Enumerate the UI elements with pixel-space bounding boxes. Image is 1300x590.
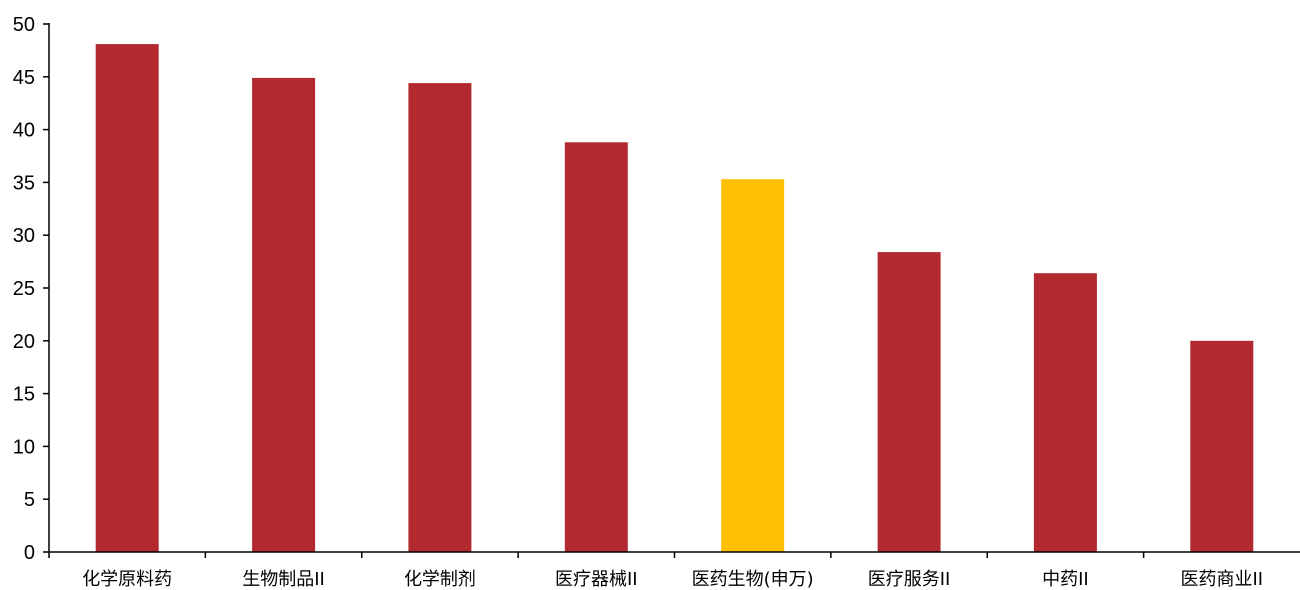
bar-5 [877, 252, 941, 552]
bar-3 [564, 142, 628, 553]
x-category-label-0: 化学原料药 [82, 569, 172, 590]
x-category-label-7: 医药商业II [1181, 569, 1264, 590]
axes-layer [43, 23, 1300, 558]
bar-6 [1033, 273, 1097, 552]
y-tick-label-2: 10 [13, 436, 35, 458]
x-category-label-1: 生物制品II [242, 569, 325, 590]
y-tick-label-10: 50 [13, 14, 35, 36]
y-tick-label-6: 30 [13, 225, 35, 247]
x-category-label-3: 医疗器械II [555, 569, 638, 590]
bar-7 [1190, 340, 1254, 552]
bars-layer [95, 44, 1254, 553]
bar-1 [252, 77, 316, 553]
bar-2 [408, 83, 472, 552]
y-tick-label-9: 45 [13, 67, 35, 89]
y-tick-label-5: 25 [13, 278, 35, 300]
bar-0 [95, 44, 159, 552]
x-category-label-2: 化学制剂 [404, 569, 476, 590]
y-tick-label-7: 35 [13, 172, 35, 194]
x-category-label-6: 中药II [1042, 569, 1089, 590]
y-tick-label-0: 0 [24, 542, 35, 564]
y-tick-label-8: 40 [13, 120, 35, 142]
x-category-label-4: 医药生物(申万) [692, 569, 814, 590]
labels-layer: 0 5 10 15 20 25 30 35 40 45 50 化学原料药 生物制品II 化学制剂 医疗器械I… [13, 14, 1263, 590]
bar-4 [721, 179, 785, 552]
y-tick-label-1: 5 [24, 489, 35, 511]
y-tick-label-3: 15 [13, 384, 35, 406]
x-category-label-5: 医疗服务II [868, 569, 951, 590]
y-tick-label-4: 20 [13, 331, 35, 353]
